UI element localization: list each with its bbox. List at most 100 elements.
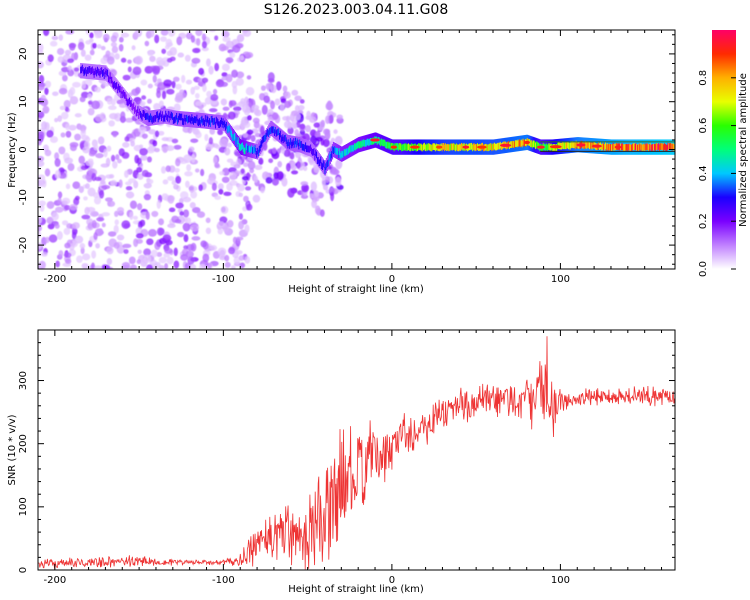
ridge-core <box>486 144 488 152</box>
noise-blob <box>68 124 77 131</box>
noise-blob <box>57 197 62 205</box>
noise-blob <box>64 49 72 56</box>
ridge-peak <box>536 145 545 149</box>
ridge-core <box>654 144 656 151</box>
noise-blob <box>129 264 137 269</box>
ridge-core <box>159 112 161 120</box>
ridge-core <box>625 144 627 151</box>
noise-blob <box>177 52 185 58</box>
noise-blob <box>123 249 129 254</box>
ridge-core <box>251 145 253 153</box>
ridge-core <box>149 115 151 123</box>
spectrogram-x-axis-label: Height of straight line (km) <box>288 284 424 295</box>
ridge-core <box>403 143 405 151</box>
ridge-core <box>175 114 177 122</box>
noise-blob <box>44 236 50 244</box>
noise-blob <box>328 187 336 194</box>
ridge-core <box>284 135 286 142</box>
ridge-core <box>493 143 494 151</box>
noise-blob <box>209 245 218 251</box>
noise-blob <box>58 87 68 95</box>
noise-blob <box>217 221 225 226</box>
ridge-core <box>628 143 630 151</box>
ridge-core <box>493 142 495 150</box>
noise-blob <box>156 251 163 257</box>
y-tick-label: 0 <box>18 146 29 152</box>
ridge-core <box>315 149 317 157</box>
ridge-core <box>658 144 660 152</box>
noise-blob <box>280 144 285 155</box>
ridge-core <box>162 115 164 123</box>
ridge-core <box>567 142 569 150</box>
ridge-core <box>276 129 278 136</box>
noise-blob <box>211 182 217 191</box>
ridge-core <box>193 118 195 125</box>
ridge-core <box>532 140 534 148</box>
ridge-core <box>575 140 577 148</box>
ridge-core <box>498 142 500 150</box>
noise-blob <box>285 162 291 172</box>
ridge-core <box>112 82 114 89</box>
ridge-core <box>119 85 121 93</box>
ridge-core <box>268 128 270 135</box>
ridge-core <box>91 66 93 74</box>
noise-blob <box>81 262 89 269</box>
noise-blob <box>143 248 152 256</box>
ridge-core <box>281 136 283 144</box>
noise-blob <box>183 209 190 218</box>
ridge-core <box>334 146 336 154</box>
ridge-core <box>102 70 104 77</box>
noise-blob <box>225 73 233 83</box>
spectrogram-x-ticks: -200 -100 0 100 <box>37 30 663 285</box>
noise-blob <box>101 212 111 217</box>
noise-blob <box>63 227 71 236</box>
noise-blob <box>156 199 161 209</box>
noise-blob <box>134 98 141 105</box>
noise-blob <box>79 243 86 249</box>
ridge-peak <box>614 145 622 149</box>
noise-blob <box>155 57 164 66</box>
noise-blob <box>320 119 326 128</box>
noise-blob <box>64 157 74 164</box>
colorbar: 0.0 0.2 0.4 0.6 0.8 Normalized spectral ampl… <box>698 30 749 277</box>
noise-blob <box>243 195 249 203</box>
noise-blob <box>217 228 223 235</box>
ridge-core <box>611 144 613 151</box>
ridge-core <box>629 144 631 152</box>
ridge-core <box>641 144 643 152</box>
ridge-core <box>514 140 516 148</box>
noise-blob <box>190 86 196 95</box>
ridge-core <box>300 141 302 148</box>
ridge-core <box>369 138 371 146</box>
ridge-core <box>232 134 234 142</box>
ridge-core <box>333 146 335 153</box>
ridge-core <box>474 144 476 152</box>
ridge-core <box>607 144 609 151</box>
noise-blob <box>214 35 219 41</box>
noise-blob <box>191 57 201 64</box>
ridge-core <box>312 149 314 156</box>
ridge-core <box>382 139 384 147</box>
noise-blob <box>219 138 228 148</box>
ridge-core <box>589 142 591 150</box>
noise-blob <box>190 223 200 232</box>
ridge-core <box>304 144 306 152</box>
noise-blob <box>41 121 48 130</box>
noise-blob <box>323 128 330 135</box>
ridge-core <box>469 143 471 151</box>
noise-blob <box>196 211 206 218</box>
ridge-core <box>519 140 521 148</box>
noise-blob <box>198 67 205 76</box>
noise-blob <box>136 259 141 265</box>
noise-blob <box>136 166 143 173</box>
noise-blob <box>238 213 244 220</box>
ridge-core <box>248 145 250 153</box>
ridge-core <box>605 142 607 150</box>
ridge-core <box>649 142 651 150</box>
ridge-core <box>91 67 93 75</box>
noise-blob <box>122 243 132 249</box>
ridge-core <box>473 143 475 150</box>
ridge-core <box>258 146 260 153</box>
noise-blob <box>241 116 250 126</box>
